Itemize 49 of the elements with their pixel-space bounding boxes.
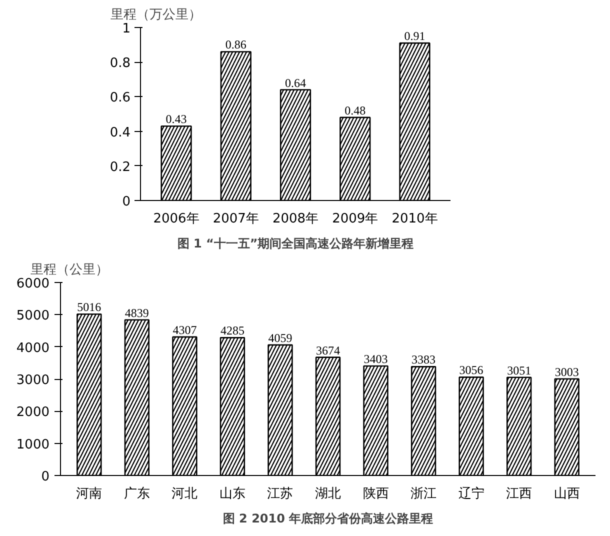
y-tick-label: 4000 <box>16 340 50 356</box>
x-tick-label: 2006年 <box>153 212 200 226</box>
data-label: 3056 <box>459 363 484 378</box>
data-label: 4839 <box>124 306 149 320</box>
x-tick-label: 江苏 <box>267 486 294 502</box>
y-axis-title: 里程（公里） <box>30 262 108 278</box>
data-label: 3051 <box>507 363 532 378</box>
x-tick-label: 陕西 <box>362 486 389 502</box>
data-label: 4307 <box>172 322 197 337</box>
y-tick-label: 1 <box>122 22 131 36</box>
x-tick-label: 浙江 <box>410 486 437 502</box>
data-label: 3674 <box>316 343 340 358</box>
text: 图 2 2010 年底部分省份高速公路里程 <box>222 512 434 526</box>
y-tick-label: 0.8 <box>110 56 131 72</box>
data-label: 0.43 <box>166 112 187 126</box>
data-label: 3003 <box>554 364 579 379</box>
y-tick-label: 0.4 <box>110 125 131 140</box>
data-label: 4285 <box>220 324 244 338</box>
data-label: 3403 <box>364 352 388 366</box>
data-label: 5016 <box>77 300 102 314</box>
y-tick-label: 0 <box>122 194 131 210</box>
x-tick-label: 2010年 <box>392 212 438 226</box>
y-tick-label: 2000 <box>16 405 50 420</box>
y-axis-title: 里程（万公里） <box>110 8 202 22</box>
data-label: 0.91 <box>404 29 426 44</box>
x-tick-label: 2008年 <box>272 212 319 226</box>
x-tick-label: 河南 <box>76 486 102 502</box>
data-label: 4059 <box>268 330 292 345</box>
x-tick-label: 山东 <box>219 486 246 502</box>
y-tick-label: 0.6 <box>110 90 131 106</box>
y-tick-label: 0 <box>41 470 50 484</box>
y-tick-label: 5000 <box>16 308 50 324</box>
y-tick-label: 1000 <box>16 437 50 452</box>
x-tick-label: 江西 <box>506 486 532 502</box>
data-label: 0.64 <box>285 76 306 90</box>
data-label: 0.48 <box>344 103 366 118</box>
x-tick-label: 2007年 <box>212 212 259 226</box>
y-tick-label: 3000 <box>16 373 50 388</box>
x-tick-label: 湖北 <box>315 486 341 502</box>
x-tick-label: 广东 <box>124 486 150 502</box>
y-tick-label: 0.2 <box>110 160 131 175</box>
data-label: 0.86 <box>225 38 246 52</box>
text: 图 1 “十一五”期间全国高速公路年新增里程 <box>177 236 414 250</box>
x-tick-label: 山西 <box>554 486 580 502</box>
data-label: 3383 <box>412 352 436 367</box>
x-tick-label: 2009年 <box>332 212 378 226</box>
x-tick-label: 河北 <box>172 486 198 502</box>
y-tick-label: 6000 <box>16 276 50 292</box>
x-tick-label: 辽宁 <box>458 486 484 502</box>
